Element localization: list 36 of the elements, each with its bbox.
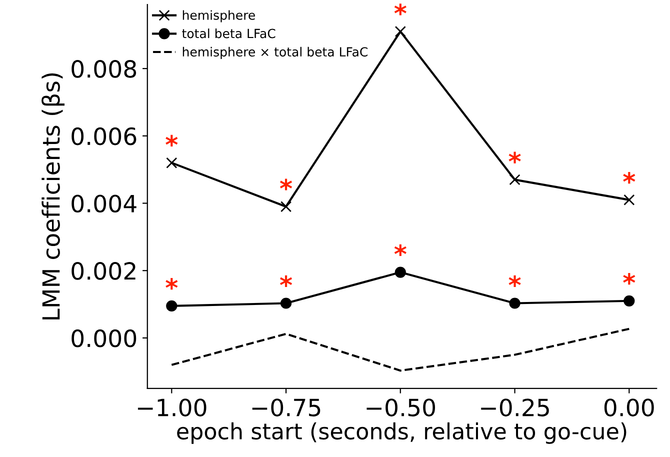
y-tick-label: 0.006	[72, 127, 136, 146]
point	[166, 300, 178, 312]
y-axis-title: LMM coefficients (βs)	[42, 73, 65, 320]
point	[509, 298, 520, 309]
annotation: *	[623, 272, 636, 285]
x-axis-title: epoch start (seconds, relative to go-cue)	[177, 422, 626, 444]
point	[280, 298, 292, 309]
y-tick-label: 0.002	[72, 262, 136, 280]
x-tick-label: −0.50	[366, 398, 436, 416]
annotation: *	[166, 134, 178, 147]
legend-label: hemisphere × total beta LFaC	[182, 46, 368, 59]
annotation: *	[508, 275, 521, 287]
line-series	[170, 328, 630, 372]
annotation: *	[394, 244, 406, 256]
annotation: *	[280, 178, 292, 190]
y-tick-label: 0.008	[72, 60, 136, 78]
point	[624, 295, 635, 306]
x-tick-label: −0.25	[481, 398, 549, 416]
x-tick-label: −1.00	[138, 398, 206, 416]
point	[166, 157, 178, 168]
legend-label: hemisphere	[182, 10, 255, 22]
point	[394, 26, 406, 38]
y-tick-label: 0.000	[72, 329, 136, 348]
x-tick-label: −0.75	[252, 398, 320, 416]
point	[394, 266, 406, 278]
annotation: *	[623, 172, 636, 184]
annotation: *	[280, 275, 292, 287]
annotation: *	[166, 278, 178, 290]
annotation: *	[394, 4, 406, 16]
x-tick-label: 0.00	[604, 398, 654, 416]
point	[624, 194, 635, 206]
annotation: *	[508, 152, 521, 164]
legend-label: total beta LFaC	[182, 28, 276, 38]
y-tick-label: 0.004	[72, 194, 136, 213]
point	[280, 201, 292, 212]
point	[509, 174, 520, 186]
